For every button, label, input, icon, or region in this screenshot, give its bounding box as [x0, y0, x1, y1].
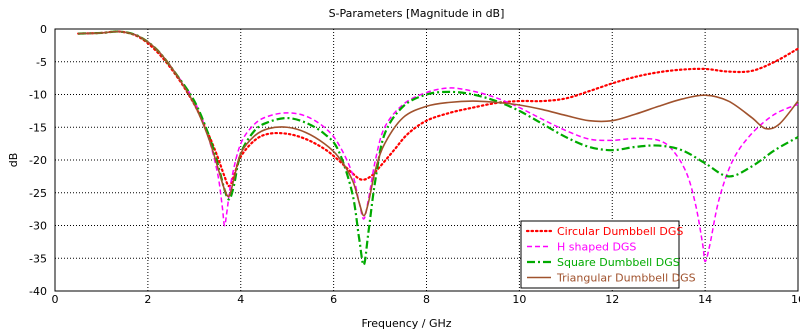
y-tick-label: -35 — [29, 252, 47, 265]
x-tick-label: 2 — [144, 293, 151, 306]
x-tick-label: 14 — [698, 293, 712, 306]
y-tick-label: -30 — [29, 220, 47, 233]
y-tick-label: -20 — [29, 154, 47, 167]
x-axis-title: Frequency / GHz — [361, 317, 451, 330]
legend: Circular Dumbbell DGS H shaped DGS Square … — [520, 220, 696, 289]
x-tick-label: 16 — [791, 293, 800, 306]
x-tick-label: 8 — [423, 293, 430, 306]
y-ticks: 0 -5 -10 -15 -20 -25 -30 -35 -40 — [29, 23, 47, 298]
legend-label-1: H shaped DGS — [557, 241, 636, 254]
y-tick-label: -25 — [29, 187, 47, 200]
plot-area — [54, 28, 799, 292]
x-tick-label: 10 — [512, 293, 526, 306]
x-tick-label: 6 — [330, 293, 337, 306]
series-line-1 — [78, 30, 799, 263]
y-tick-label: 0 — [40, 23, 47, 36]
y-tick-label: -15 — [29, 121, 47, 134]
series-line-3 — [78, 30, 799, 217]
x-tick-label: 4 — [237, 293, 244, 306]
x-tick-label: 12 — [605, 293, 619, 306]
y-axis-title: dB — [7, 153, 20, 168]
legend-label-2: Square Dumbbell DGS — [557, 256, 680, 269]
y-tick-label: -5 — [36, 56, 47, 69]
y-tick-label: -10 — [29, 89, 47, 102]
chart-title: S-Parameters [Magnitude in dB] — [329, 7, 505, 20]
legend-label-0: Circular Dumbbell DGS — [557, 225, 683, 238]
x-ticks: 0 2 4 6 8 10 12 14 16 — [52, 293, 800, 306]
y-tick-label: -40 — [29, 285, 47, 298]
series-layer — [77, 30, 800, 266]
series-line-2 — [78, 30, 799, 266]
x-tick-label: 0 — [52, 293, 59, 306]
legend-label-3: Triangular Dumbbell DGS — [556, 272, 696, 285]
